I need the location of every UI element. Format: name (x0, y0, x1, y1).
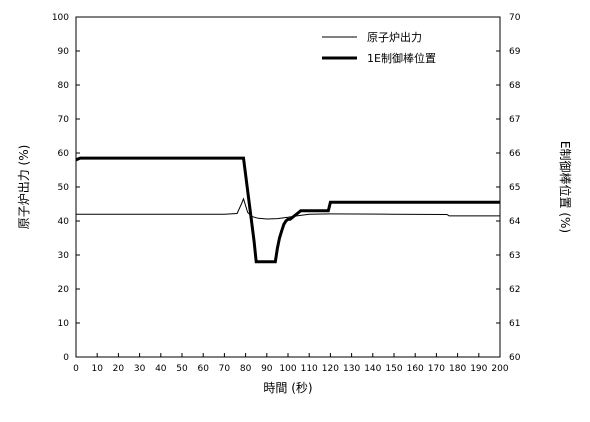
y-tick-label-left: 10 (58, 319, 70, 329)
y-tick-label-right: 68 (509, 81, 521, 91)
legend-label-reactor-power: 原子炉出力 (367, 30, 422, 44)
series-group (75, 156, 500, 264)
x-tick-label: 0 (73, 364, 79, 374)
series-line-reactor-power (76, 197, 500, 220)
legend-group: 原子炉出力 1E制御棒位置 (322, 30, 436, 65)
y-tick-label-right: 70 (509, 13, 521, 23)
x-tick-label: 140 (364, 364, 381, 374)
x-axis-title: 時間 (秒) (263, 381, 312, 395)
y-tick-label-right: 67 (509, 115, 520, 125)
legend-label-control-rod: 1E制御棒位置 (367, 51, 436, 65)
y-tick-label-left: 70 (58, 115, 70, 125)
axes-group (75, 16, 501, 358)
x-tick-label: 100 (279, 364, 296, 374)
y-tick-label-right: 65 (509, 183, 520, 193)
x-tick-label: 60 (197, 364, 209, 374)
y-tick-label-left: 80 (58, 81, 70, 91)
ticks-group: 0 10 20 30 40 50 60 70 80 90 100 110 120 130 140 150 160… (52, 13, 521, 374)
x-tick-label: 20 (113, 364, 125, 374)
y-tick-label-left: 50 (58, 183, 70, 193)
x-tick-label: 90 (261, 364, 273, 374)
x-tick-label: 200 (491, 364, 508, 374)
x-tick-label: 110 (301, 364, 318, 374)
y-tick-label-right: 61 (509, 319, 520, 329)
y-tick-label-left: 40 (58, 217, 70, 227)
x-tick-label: 180 (449, 364, 466, 374)
y-tick-label-right: 63 (509, 251, 520, 261)
x-tick-label: 70 (219, 364, 231, 374)
x-tick-label: 10 (91, 364, 103, 374)
x-tick-label: 150 (385, 364, 402, 374)
y-tick-label-left: 30 (58, 251, 70, 261)
y-axis-title-left: 原子炉出力 (%) (17, 145, 31, 230)
y-tick-label-right: 64 (509, 217, 521, 227)
x-tick-label: 120 (322, 364, 339, 374)
x-tick-label: 30 (134, 364, 146, 374)
y-tick-label-left: 100 (52, 13, 69, 23)
y-tick-label-right: 62 (509, 285, 520, 295)
x-tick-label: 130 (343, 364, 360, 374)
x-tick-label: 160 (407, 364, 424, 374)
x-tick-label: 190 (470, 364, 487, 374)
y-tick-label-left: 90 (58, 47, 70, 57)
x-tick-label: 50 (176, 364, 188, 374)
y-tick-label-right: 69 (509, 47, 521, 57)
plot-frame (75, 16, 501, 358)
y-tick-label-right: 60 (509, 353, 521, 363)
x-tick-label: 170 (428, 364, 445, 374)
series-line-control-rod (75, 156, 500, 264)
x-tick-label: 80 (240, 364, 252, 374)
x-tick-label: 40 (155, 364, 167, 374)
y-tick-label-left: 0 (63, 353, 69, 363)
y-axis-title-right: E制御棒位置 (%) (558, 141, 573, 233)
y-tick-label-left: 60 (58, 149, 70, 159)
y-tick-label-right: 66 (509, 149, 521, 159)
y-tick-label-left: 20 (58, 285, 70, 295)
